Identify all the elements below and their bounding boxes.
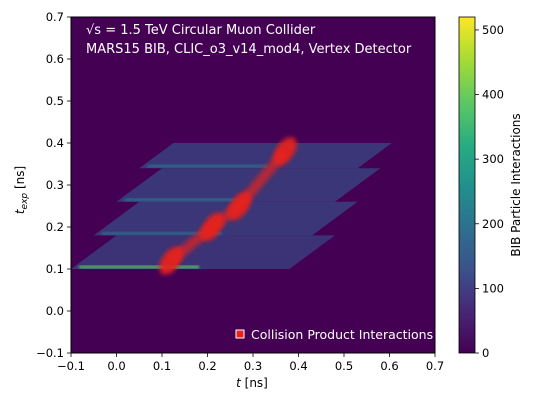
colorbar-ticks: 0 100 200 300 400 500 — [475, 23, 504, 360]
bib-band — [139, 143, 392, 169]
y-tick-label: 0.4 — [46, 136, 64, 150]
x-tick-label: 0.5 — [335, 359, 353, 373]
y-tick-label: 0.7 — [46, 10, 64, 24]
bib-streak — [101, 231, 222, 235]
y-tick-label: −0.1 — [36, 346, 64, 360]
colorbar — [458, 16, 476, 354]
legend-label-collision: Collision Product Interactions — [251, 327, 433, 342]
bib-streak — [79, 265, 200, 269]
bib-band — [71, 235, 335, 269]
y-tick-label: 0.6 — [46, 52, 64, 66]
x-tick-label: 0.2 — [198, 359, 216, 373]
x-axis-ticks: −0.1 0.0 0.1 0.2 0.3 0.4 0.5 0.6 0.7 — [57, 353, 444, 373]
y-axis-ticks: −0.1 0.0 0.1 0.2 0.3 0.4 0.5 0.6 0.7 — [36, 10, 71, 360]
annotation-line-1: √s = 1.5 TeV Circular Muon Collider — [86, 23, 316, 38]
y-tick-label: 0.5 — [46, 94, 64, 108]
x-tick-label: 0.6 — [380, 359, 398, 373]
bib-streak — [124, 198, 245, 202]
y-tick-label: 0.1 — [46, 262, 64, 276]
annotation-line-2: MARS15 BIB, CLIC_o3_v14_mod4, Vertex Det… — [86, 42, 412, 57]
colorbar-tick-label: 0 — [482, 346, 489, 360]
bib-streak — [147, 164, 268, 168]
x-tick-label: 0.3 — [244, 359, 262, 373]
y-tick-label: 0.2 — [46, 220, 64, 234]
x-tick-label: 0.7 — [426, 359, 444, 373]
y-tick-label: 0.0 — [46, 304, 64, 318]
x-tick-label: 0.1 — [153, 359, 171, 373]
colorbar-tick-label: 500 — [482, 23, 504, 37]
colorbar-tick-label: 100 — [482, 281, 504, 295]
colorbar-tick-label: 400 — [482, 88, 504, 102]
collision-trail — [167, 148, 289, 265]
bib-band — [116, 168, 381, 202]
x-tick-label: 0.4 — [289, 359, 307, 373]
y-axis-label: texp [ns] — [13, 166, 30, 214]
colorbar-tick-label: 200 — [482, 217, 504, 231]
x-axis-label: t [ns] — [236, 376, 268, 390]
colorbar-tick-label: 300 — [482, 152, 504, 166]
y-tick-label: 0.3 — [46, 178, 64, 192]
x-tick-label: 0.0 — [107, 359, 125, 373]
legend-swatch-collision — [235, 329, 245, 339]
colorbar-label: BIB Particle Interactions — [509, 113, 523, 256]
x-tick-label: −0.1 — [57, 359, 85, 373]
collision-clusters — [159, 137, 297, 275]
